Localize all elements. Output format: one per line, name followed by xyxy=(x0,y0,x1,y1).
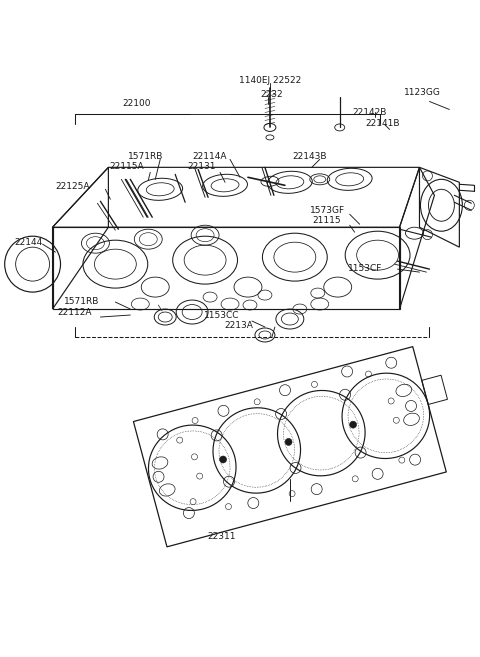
Text: 1140EJ 22522: 1140EJ 22522 xyxy=(239,76,301,85)
Text: 21115: 21115 xyxy=(313,216,341,225)
Text: 1153CF: 1153CF xyxy=(348,264,383,273)
Text: 1571RB: 1571RB xyxy=(128,152,163,160)
Text: 22100: 22100 xyxy=(123,99,151,108)
Circle shape xyxy=(349,421,357,428)
Text: 1573GF: 1573GF xyxy=(310,206,345,215)
Text: 2213A: 2213A xyxy=(224,321,253,330)
Circle shape xyxy=(219,456,227,463)
Text: 22142B: 22142B xyxy=(352,108,386,117)
Text: 22115A: 22115A xyxy=(109,162,144,171)
Text: 2232: 2232 xyxy=(260,90,283,99)
Text: 1123GG: 1123GG xyxy=(404,88,441,97)
Text: 22114A: 22114A xyxy=(192,152,227,160)
Text: 22131: 22131 xyxy=(188,162,216,171)
Text: 1153CC: 1153CC xyxy=(204,311,240,320)
Text: 22112A: 22112A xyxy=(58,307,92,317)
Text: 1571RB: 1571RB xyxy=(64,297,100,306)
Circle shape xyxy=(285,438,292,445)
Text: 22144: 22144 xyxy=(14,238,43,247)
Text: 22143B: 22143B xyxy=(292,152,327,160)
Text: 22311: 22311 xyxy=(207,532,236,541)
Text: 22141B: 22141B xyxy=(365,120,399,129)
Text: 22125A: 22125A xyxy=(55,182,90,191)
